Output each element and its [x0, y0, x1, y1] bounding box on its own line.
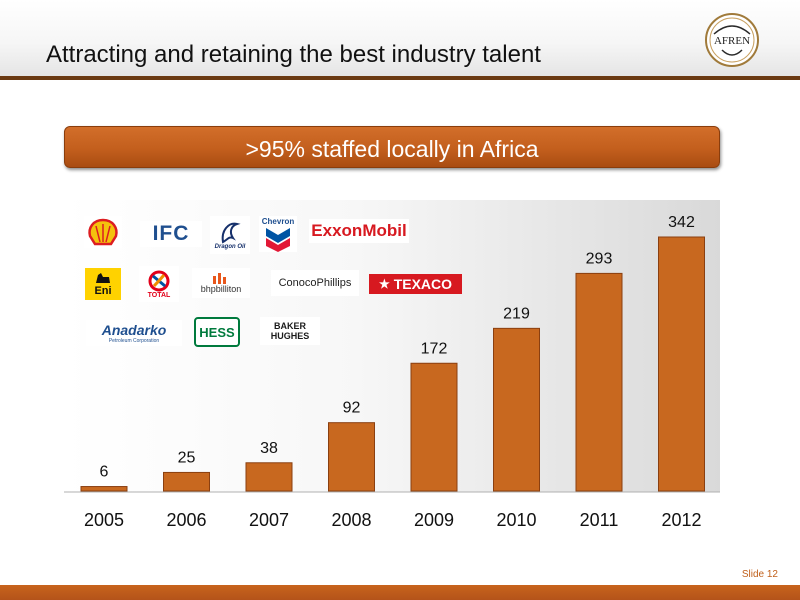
baker-hughes-logo: BAKER HUGHES [260, 317, 320, 345]
baker-hughes-line-2: HUGHES [270, 331, 310, 341]
hess-label: HESS [199, 324, 235, 340]
bar-2005 [80, 486, 128, 492]
data-label-2005: 6 [100, 464, 109, 481]
x-tick-2007: 2007 [249, 510, 289, 530]
texaco-label: TEXACO [393, 276, 453, 292]
anadarko-logo: Anadarko Petroleum Corporation [86, 320, 182, 346]
total-logo: TOTAL [139, 266, 179, 302]
hess-logo: HESS [194, 317, 240, 347]
data-label-2006: 25 [178, 449, 196, 466]
data-label-2008: 92 [343, 400, 361, 417]
chevron-icon [266, 227, 290, 252]
shell-icon [88, 218, 118, 246]
dragon-oil-label: Dragon Oil [214, 244, 246, 250]
bhpbilliton-logo: bhpbilliton [192, 268, 250, 298]
shell-logo [84, 216, 122, 248]
x-tick-2010: 2010 [496, 510, 536, 530]
chevron-label: Chevron [261, 216, 295, 226]
logo-text: AFREN [714, 35, 750, 47]
staffing-banner: >95% staffed locally in Africa [64, 126, 720, 168]
x-tick-2006: 2006 [166, 510, 206, 530]
conocophillips-label: ConocoPhillips [278, 277, 352, 289]
bar-2008 [328, 422, 375, 492]
anadarko-label: Anadarko [101, 322, 167, 338]
slide-number: Slide 12 [741, 569, 778, 580]
footer-bar [0, 585, 800, 600]
x-tick-2008: 2008 [331, 510, 371, 530]
x-tick-2009: 2009 [414, 510, 454, 530]
data-label-2009: 172 [421, 340, 448, 357]
ifc-logo: IFC [140, 221, 202, 247]
data-label-2007: 38 [260, 440, 278, 457]
bar-2011 [575, 272, 623, 492]
slide-title: Attracting and retaining the best indust… [46, 41, 541, 68]
ifc-label: IFC [152, 222, 190, 245]
bar-2012 [658, 236, 705, 492]
eni-label: Eni [94, 285, 112, 297]
data-label-2012: 342 [668, 214, 695, 231]
bhp-icon [213, 273, 226, 284]
dragon-oil-logo: Dragon Oil [210, 216, 250, 254]
header-bar [0, 0, 800, 78]
eni-logo: Eni [85, 268, 121, 300]
bar-2009 [410, 362, 458, 492]
exxonmobil-logo: ExxonMobil [309, 219, 409, 243]
texaco-logo: ★ TEXACO [369, 274, 462, 294]
x-tick-2011: 2011 [580, 510, 619, 530]
conocophillips-logo: ConocoPhillips [271, 270, 359, 296]
data-label-2011: 293 [586, 250, 613, 267]
x-tick-2012: 2012 [661, 510, 701, 530]
header-divider [0, 76, 800, 80]
bar-2010 [493, 327, 540, 492]
total-label: TOTAL [147, 291, 171, 299]
baker-hughes-line-1: BAKER [273, 321, 306, 331]
eni-dog-icon [96, 273, 110, 283]
anadarko-sublabel: Petroleum Corporation [108, 338, 160, 344]
x-tick-2005: 2005 [84, 510, 124, 530]
afren-logo: AFREN [705, 13, 759, 67]
data-label-2010: 219 [503, 305, 530, 322]
bar-2007 [245, 462, 293, 492]
total-icon [148, 270, 170, 291]
exxonmobil-label: ExxonMobil [311, 221, 407, 240]
chevron-logo: Chevron [259, 216, 297, 252]
dragon-icon [221, 222, 241, 244]
banner-text: >95% staffed locally in Africa [245, 136, 539, 162]
bhpbilliton-label: bhpbilliton [200, 284, 242, 294]
texaco-star-icon: ★ [378, 277, 390, 291]
bar-2006 [163, 471, 210, 492]
